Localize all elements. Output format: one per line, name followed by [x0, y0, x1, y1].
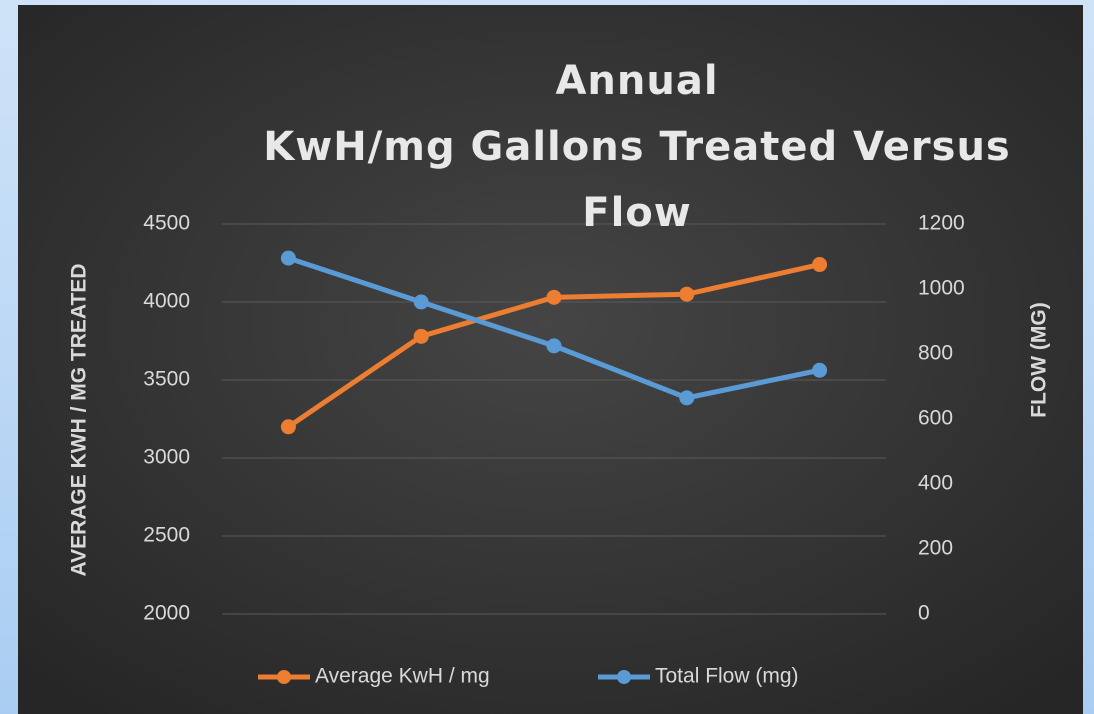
y2-tick-label: 400	[918, 472, 953, 495]
y2-axis-label: FLOW (MG)	[1028, 302, 1051, 417]
legend-marker	[277, 670, 291, 684]
y2-tick-label: 0	[918, 602, 930, 625]
data-point	[413, 294, 429, 310]
y-tick-label: 3000	[143, 446, 190, 469]
chart-background	[18, 5, 1083, 714]
y-axis-label: AVERAGE KWH / MG TREATED	[68, 263, 91, 576]
y-tick-label: 3500	[143, 368, 190, 391]
data-point	[679, 390, 695, 406]
data-point	[546, 289, 562, 305]
y-tick-label: 4500	[143, 212, 190, 235]
data-point	[812, 257, 828, 273]
data-point	[812, 362, 828, 378]
legend-label: Total Flow (mg)	[655, 665, 799, 688]
chart-title: Annual KwH/mg Gallons Treated Versus Flo…	[263, 58, 1011, 236]
y-tick-label: 4000	[143, 290, 190, 313]
y2-tick-label: 600	[918, 407, 953, 430]
data-point	[679, 286, 695, 302]
legend-marker	[617, 670, 631, 684]
y-tick-label: 2500	[143, 524, 190, 547]
y2-tick-label: 800	[918, 342, 953, 365]
data-point	[280, 419, 296, 435]
y2-tick-label: 1000	[918, 277, 965, 300]
data-point	[280, 250, 296, 266]
y-tick-label: 2000	[143, 602, 190, 625]
y2-tick-label: 200	[918, 537, 953, 560]
y2-tick-label: 1200	[918, 212, 965, 235]
legend-label: Average KwH / mg	[315, 665, 490, 688]
data-point	[546, 338, 562, 354]
data-point	[413, 328, 429, 344]
